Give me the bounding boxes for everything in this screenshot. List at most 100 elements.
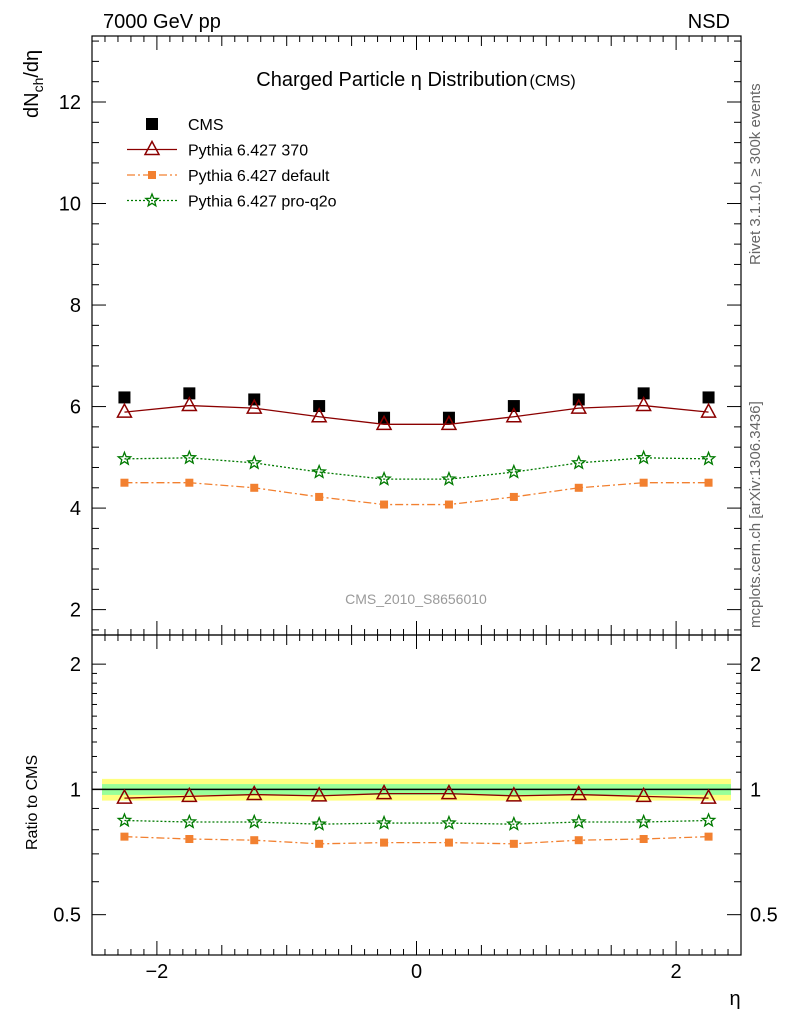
ratio-series-0-point-5 — [440, 784, 458, 800]
header-left: 7000 GeV pp — [103, 11, 221, 33]
chart-title: Charged Particle η Distribution (CMS) — [256, 69, 575, 91]
ratio-series-0-point-8 — [635, 786, 652, 803]
main-series-0 — [118, 387, 715, 424]
ratio-series-2-line — [124, 819, 709, 825]
main-series-0-point-1 — [183, 387, 196, 400]
main-series-3-point-5 — [441, 470, 457, 486]
main-series-1-point-4 — [375, 414, 393, 431]
main-series-3-point-0 — [116, 450, 133, 466]
legend-entry-2: Pythia 6.427 default — [127, 168, 330, 185]
main-series-1-point-2 — [245, 398, 263, 414]
main-series-0-point-0 — [118, 391, 131, 404]
chart-title-suffix: (CMS) — [530, 73, 576, 90]
ratio-series-2-point-7 — [570, 813, 587, 829]
legend-label-0: CMS — [188, 117, 224, 134]
ratio-series-2-point-2 — [246, 813, 263, 829]
ratio-series-1-point-1 — [185, 835, 194, 844]
xtick-label: −2 — [145, 961, 168, 983]
legend-label-3: Pythia 6.427 pro-q2o — [188, 194, 337, 211]
ratio-series-2-point-5 — [441, 814, 457, 830]
main-series-3-point-8 — [635, 449, 652, 465]
main-series-3-point-4 — [376, 470, 392, 486]
main-series-3 — [116, 449, 717, 486]
main-series-1 — [116, 395, 717, 431]
main-series-1-point-5 — [440, 414, 458, 431]
main-series-2-point-9 — [704, 478, 713, 487]
main-series-3-point-7 — [570, 454, 587, 470]
main-series-3-point-6 — [505, 463, 522, 479]
ratio-series-0-point-9 — [700, 788, 717, 804]
ratio-series-1-point-9 — [704, 832, 713, 841]
main-series-3-point-1 — [181, 449, 198, 465]
ratio-ytick-label-left: 1 — [70, 779, 81, 801]
xtick-label: 0 — [411, 961, 422, 983]
main-series-3-point-3 — [311, 463, 328, 479]
main-ylabel: dNch/dη — [21, 50, 46, 118]
main-series-2-point-0 — [120, 478, 129, 487]
ratio-ylabel: Ratio to CMS — [24, 755, 41, 850]
main-series-3-point-2 — [246, 454, 263, 470]
legend-marker-1 — [143, 139, 161, 156]
main-ytick-label: 6 — [70, 397, 81, 419]
main-ytick-label: 4 — [70, 498, 81, 520]
main-series-1-point-9 — [700, 402, 717, 418]
mcplots-side-text: mcplots.cern.ch [arXiv:1306.3436] — [747, 401, 764, 628]
ratio-ytick-label-right: 1 — [750, 779, 761, 801]
main-series-2-point-1 — [185, 478, 194, 487]
ratio-series-2-point-4 — [376, 814, 392, 830]
main-series-0-point-3 — [313, 400, 326, 413]
ratio-series-1-point-4 — [380, 838, 389, 847]
header-right: NSD — [688, 11, 730, 33]
main-series-1-point-0 — [116, 402, 133, 418]
ratio-series-1 — [120, 832, 713, 848]
xtick-label: 2 — [671, 961, 682, 983]
main-ytick-label: 2 — [70, 600, 81, 622]
ratio-series-1-point-7 — [574, 836, 583, 845]
ratio-ytick-label-left: 0.5 — [53, 905, 81, 927]
main-series-1-point-6 — [505, 407, 523, 423]
ratio-series-0-point-2 — [245, 784, 263, 801]
series-layer — [116, 387, 717, 848]
rivet-side-text: Rivet 3.1.10, ≥ 300k events — [747, 83, 764, 265]
legend-marker-0 — [146, 118, 158, 130]
main-series-2-point-6 — [509, 492, 518, 501]
xaxis-label: η — [729, 988, 740, 1010]
main-series-2 — [120, 478, 713, 509]
legend-entry-1: Pythia 6.427 370 — [127, 139, 308, 160]
ratio-series-0-line — [124, 792, 709, 799]
legend-marker-3 — [144, 192, 160, 208]
legend-marker-2 — [148, 171, 156, 179]
ratio-series-2-point-6 — [505, 815, 522, 831]
ratio-ytick-label-right: 2 — [750, 654, 761, 676]
main-series-1-line — [124, 404, 709, 425]
ratio-ytick-label-left: 2 — [70, 654, 81, 676]
analysis-watermark: CMS_2010_S8656010 — [345, 591, 487, 607]
ratio-series-1-point-5 — [444, 838, 453, 847]
main-series-0-point-9 — [702, 391, 715, 404]
ratio-series-2-point-1 — [181, 813, 198, 829]
ratio-series-0 — [116, 784, 717, 804]
main-series-1-point-3 — [310, 407, 328, 423]
ratio-series-0-point-0 — [116, 788, 133, 804]
ratio-series-2-point-9 — [700, 812, 717, 828]
legend-label-2: Pythia 6.427 default — [188, 168, 330, 185]
main-series-3-line — [124, 457, 709, 480]
main-series-2-point-8 — [639, 478, 648, 487]
ratio-series-2-point-0 — [116, 812, 133, 828]
ratio-series-1-point-2 — [250, 836, 259, 845]
main-series-1-point-7 — [570, 398, 588, 414]
legend-label-1: Pythia 6.427 370 — [188, 143, 308, 160]
legend: CMS Pythia 6.427 370 Pythia 6.427 default P… — [127, 117, 337, 211]
ratio-ytick-label-right: 0.5 — [750, 905, 778, 927]
main-series-2-point-4 — [380, 500, 389, 509]
ratio-series-0-point-6 — [505, 786, 523, 802]
ratio-series-1-point-3 — [315, 839, 324, 848]
main-series-0-point-8 — [637, 387, 650, 400]
main-series-2-line — [124, 482, 709, 506]
ratio-series-0-point-3 — [310, 786, 328, 802]
legend-entry-0: CMS — [146, 117, 224, 134]
main-ytick-label: 12 — [59, 92, 81, 114]
main-series-2-point-5 — [444, 500, 453, 509]
chart-title-main: Charged Particle η Distribution — [256, 69, 527, 91]
